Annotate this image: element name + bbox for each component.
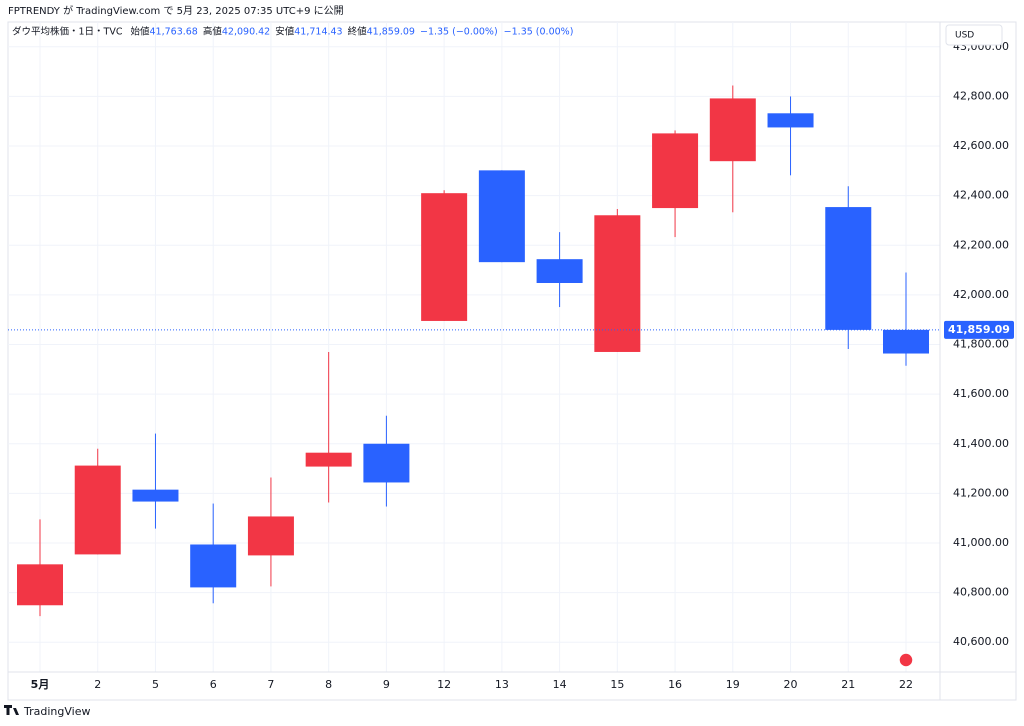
- candle-body: [421, 193, 468, 321]
- y-tick-label: 41,800.00: [953, 338, 1009, 351]
- y-tick-label: 42,600.00: [953, 139, 1009, 152]
- candle-body: [767, 113, 814, 128]
- last-price-box: [944, 320, 1014, 339]
- legend-value: 41,714.43: [294, 27, 342, 38]
- last-price-label: 41,859.09: [948, 323, 1010, 336]
- candle-body: [709, 98, 756, 162]
- legend-value: 41,859.09: [367, 27, 415, 38]
- candle-body: [247, 516, 294, 556]
- candle-body: [132, 489, 179, 502]
- chart-frame: [7, 21, 1017, 701]
- x-tick-label: 6: [210, 678, 217, 691]
- x-tick-label: 21: [841, 678, 855, 691]
- x-tick-label: 5: [152, 678, 159, 691]
- tv-logo: [4, 705, 19, 715]
- y-tick-label: 42,000.00: [953, 288, 1009, 301]
- x-tick-label: 8: [325, 678, 332, 691]
- publish-line: FPTRENDY が TradingView.com で 5月 23, 2025…: [8, 4, 344, 17]
- candle-body: [536, 259, 583, 283]
- candle-body: [74, 465, 121, 555]
- candle-body: [305, 452, 352, 467]
- x-tick-label: 13: [495, 678, 509, 691]
- currency-box[interactable]: [945, 24, 1003, 46]
- candle-body: [478, 170, 525, 263]
- candle-body: [17, 564, 63, 606]
- candle-body: [825, 207, 872, 330]
- candle-body: [363, 443, 410, 483]
- legend-label: 終値: [348, 26, 368, 38]
- candle-body: [652, 133, 699, 209]
- candle-body: [594, 215, 641, 352]
- event-flag[interactable]: [898, 652, 914, 668]
- y-tick-label: 41,400.00: [953, 437, 1009, 450]
- legend-change: −1.35 (−0.00%): [420, 27, 498, 38]
- x-tick-label: 20: [784, 678, 798, 691]
- y-tick-label: 41,200.00: [953, 486, 1009, 499]
- y-tick-label: 42,800.00: [953, 89, 1009, 102]
- legend-value: 42,090.42: [222, 27, 270, 38]
- legend: ダウ平均株価・1日・TVC 始値 41,763.68 高値 42,090.42 安値 41,…: [12, 26, 573, 38]
- x-tick-label: 2: [94, 678, 101, 691]
- legend-title: ダウ平均株価・1日・TVC: [12, 26, 123, 38]
- x-tick-label: 12: [437, 678, 451, 691]
- x-tick-label: 14: [553, 678, 567, 691]
- y-tick-label: 40,600.00: [953, 635, 1009, 648]
- x-tick-label: 19: [726, 678, 740, 691]
- plot: 40,600.00 40,800.00 41,000.00 41,200.00 41,4…: [8, 22, 1016, 700]
- legend-change: −1.35 (0.00%): [504, 27, 574, 38]
- x-tick-label: 22: [899, 678, 913, 691]
- y-tick-label: 42,400.00: [953, 189, 1009, 202]
- legend-label: 高値: [203, 26, 223, 38]
- x-tick-label: 7: [267, 678, 274, 691]
- y-tick-label: 41,000.00: [953, 536, 1009, 549]
- legend-value: 41,763.68: [150, 27, 198, 38]
- x-tick-label: 15: [610, 678, 624, 691]
- candle-body: [883, 329, 929, 354]
- y-tick-label: 40,800.00: [953, 586, 1009, 599]
- x-tick-label: 9: [383, 678, 390, 691]
- currency: USD: [955, 31, 974, 41]
- x-tick-label: 5月: [31, 678, 50, 691]
- x-tick-label: 16: [668, 678, 682, 691]
- legend-label: 安値: [275, 26, 295, 38]
- y-tick-label: 42,200.00: [953, 238, 1009, 251]
- y-tick-label: 41,600.00: [953, 387, 1009, 400]
- footer-brand: TradingView: [23, 705, 90, 718]
- legend-label: 始値: [130, 26, 150, 38]
- candle-body: [190, 544, 237, 588]
